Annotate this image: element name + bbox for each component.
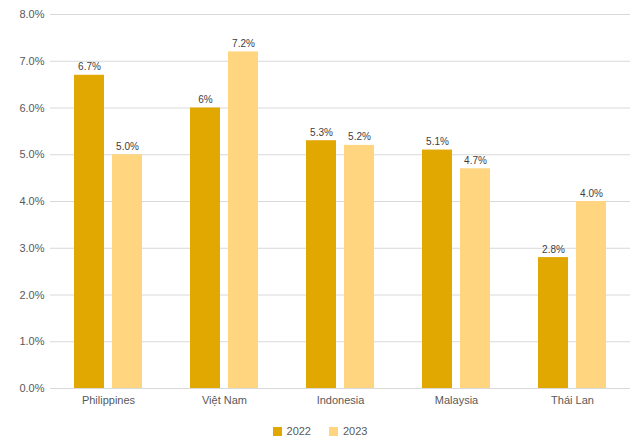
svg-text:4.0%: 4.0% [19,195,44,207]
svg-text:6%: 6% [198,94,213,105]
svg-text:0.0%: 0.0% [19,382,44,394]
svg-text:6.7%: 6.7% [78,61,101,72]
svg-text:1.0%: 1.0% [19,335,44,347]
svg-text:6.0%: 6.0% [19,102,44,114]
svg-text:Thái Lan: Thái Lan [551,394,594,406]
svg-text:5.3%: 5.3% [310,127,333,138]
svg-text:3.0%: 3.0% [19,242,44,254]
svg-text:4.7%: 4.7% [464,155,487,166]
svg-text:2.0%: 2.0% [19,289,44,301]
svg-text:5.0%: 5.0% [116,141,139,152]
svg-text:4.0%: 4.0% [580,188,603,199]
svg-text:7.0%: 7.0% [19,55,44,67]
html-text:2022: 2022 [286,425,311,437]
svg-text:7.2%: 7.2% [232,38,255,49]
svg-text:5.0%: 5.0% [19,148,44,160]
html-text:2023: 2023 [343,425,368,437]
svg-text:Philippines: Philippines [82,394,136,406]
svg-text:Indonesia: Indonesia [317,394,366,406]
svg-text:5.1%: 5.1% [426,136,449,147]
svg-text:5.2%: 5.2% [348,131,371,142]
svg-text:Việt Nam: Việt Nam [202,394,247,406]
svg-text:Malaysia: Malaysia [435,394,479,406]
svg-text:2.8%: 2.8% [542,244,565,255]
svg-text:8.0%: 8.0% [19,8,44,20]
